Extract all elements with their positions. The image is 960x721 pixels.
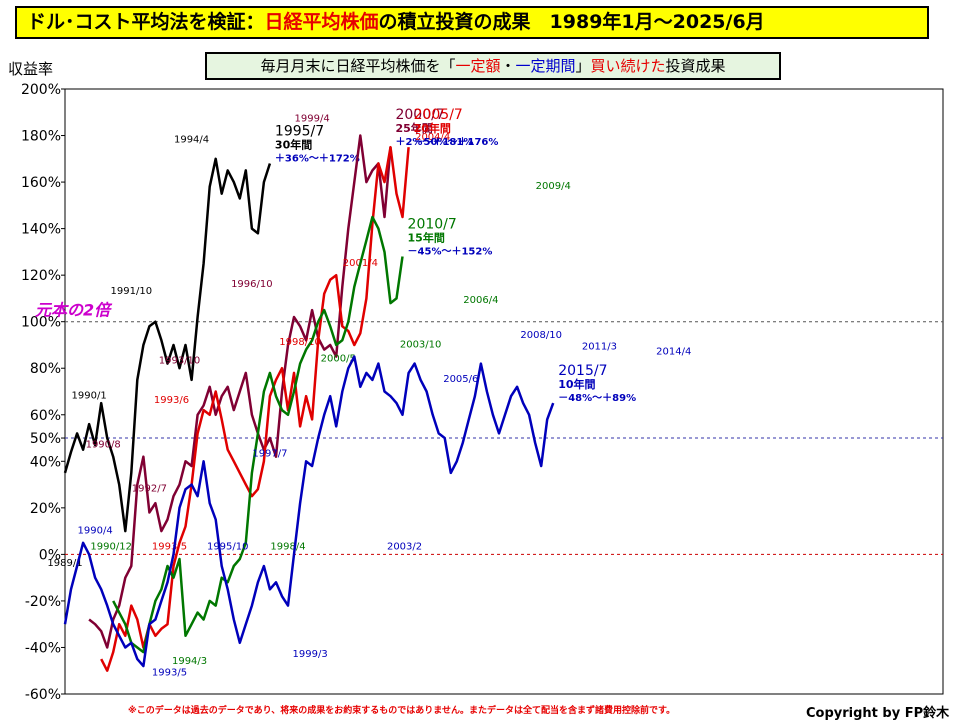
y-tick-label: 160% xyxy=(21,175,61,191)
point-label: 2009/4 xyxy=(536,181,571,192)
end-label-range: －45%～＋152% xyxy=(408,246,493,258)
annotation-double-principal: 元本の2倍 xyxy=(35,301,113,320)
end-label-span: 10年間 xyxy=(558,377,595,391)
y-tick-label: 200% xyxy=(21,82,61,98)
end-label-year: 2005/7 xyxy=(414,107,463,123)
subtitle-fixed-period: 一定期間 xyxy=(515,57,576,75)
end-label-span: 30年間 xyxy=(275,137,312,151)
end-label-span: 20年間 xyxy=(414,121,451,135)
point-label: 1990/4 xyxy=(78,525,113,536)
subtitle-separator: ・ xyxy=(500,57,516,75)
y-tick-label: -40% xyxy=(25,640,61,656)
point-label: 1998/10 xyxy=(279,337,321,348)
point-label: 1989/1 xyxy=(47,558,82,569)
y-tick-label: 100% xyxy=(21,315,61,331)
subtitle-part1: 毎月月末に日経平均株価を「 xyxy=(260,57,456,75)
end-label-year: 2000/7 xyxy=(395,107,444,123)
point-label: 1994/4 xyxy=(174,135,209,146)
y-tick-label: -60% xyxy=(25,687,61,703)
series-line-3 xyxy=(112,215,404,654)
y-tick-label: 140% xyxy=(21,222,61,238)
point-label: 1997/7 xyxy=(252,449,287,460)
point-label: 2004/4 xyxy=(415,132,450,143)
point-label: 2011/3 xyxy=(582,342,617,353)
y-tick-label: -20% xyxy=(25,594,61,610)
point-label: 1993/10 xyxy=(159,356,201,367)
point-label: 1990/12 xyxy=(90,542,132,553)
end-label-range: ＋36%～＋172% xyxy=(275,152,360,164)
end-label-range: －50%～＋176% xyxy=(414,136,499,148)
end-label-span: 15年間 xyxy=(408,231,445,245)
point-label: 1999/3 xyxy=(293,649,328,660)
point-label: 2000/5 xyxy=(321,353,356,364)
point-label: 2003/10 xyxy=(400,339,442,350)
y-tick-label: 40% xyxy=(30,454,61,470)
y-tick-label: 60% xyxy=(30,408,61,424)
subtitle-part7: 投資成果 xyxy=(665,57,726,75)
point-label: 2014/4 xyxy=(656,346,691,357)
point-label: 1993/5 xyxy=(152,667,187,678)
subtitle-keep-buying: 買い続けた xyxy=(590,57,666,75)
point-label: 2008/10 xyxy=(520,330,562,341)
end-label-year: 2015/7 xyxy=(558,363,607,379)
end-label-span: 25年間 xyxy=(395,121,432,135)
end-label-range: －48%～＋89% xyxy=(558,392,636,404)
point-label: 1990/8 xyxy=(86,439,121,450)
point-label: 1993/6 xyxy=(154,395,189,406)
y-tick-label: 180% xyxy=(21,129,61,145)
point-label: 1995/10 xyxy=(207,542,249,553)
subtitle-bracket: 」 xyxy=(575,57,591,75)
y-tick-label: 120% xyxy=(21,268,61,284)
point-label: 1991/10 xyxy=(111,286,153,297)
series-line-0 xyxy=(63,157,272,533)
title-part3: の積立投資の成果 1989年1月～2025/6月 xyxy=(378,11,765,33)
y-tick-label: 80% xyxy=(30,361,61,377)
series-line-2 xyxy=(100,145,410,672)
point-label: 1993/5 xyxy=(152,542,187,553)
point-label: 2005/6 xyxy=(443,374,478,385)
subtitle-fixed-amount: 一定額 xyxy=(455,57,501,75)
end-label-year: 2010/7 xyxy=(408,217,457,233)
point-label: 1990/1 xyxy=(72,390,107,401)
plot-area xyxy=(64,88,944,695)
copyright: Copyright by FP鈴木 xyxy=(806,706,950,721)
series-line-4 xyxy=(63,355,555,668)
title-part1: ドル･コスト平均法を検証： xyxy=(27,11,265,33)
point-label: 1996/10 xyxy=(231,279,273,290)
point-label: 2006/4 xyxy=(463,295,498,306)
point-label: 1998/4 xyxy=(270,542,305,553)
chart-title: ドル･コスト平均法を検証：日経平均株価の積立投資の成果 1989年1月～2025… xyxy=(15,6,929,39)
point-label: 1994/3 xyxy=(172,656,207,667)
point-label: 1992/7 xyxy=(132,484,167,495)
y-tick-label: 50% xyxy=(30,431,61,447)
end-label-range: ＋2%～＋181% xyxy=(395,136,473,148)
point-label: 2003/2 xyxy=(387,542,422,553)
chart-subtitle: 毎月月末に日経平均株価を「一定額・一定期間」買い続けた投資成果 xyxy=(205,52,781,80)
y-tick-label: 20% xyxy=(30,501,61,517)
footnote: ※このデータは過去のデータであり、将来の成果をお約束するものではありません。また… xyxy=(128,706,676,716)
end-label-year: 1995/7 xyxy=(275,123,324,139)
point-label: 1999/4 xyxy=(295,114,330,125)
y-tick-label: 0% xyxy=(39,547,61,563)
title-highlight: 日経平均株価 xyxy=(264,11,379,33)
y-axis-label: 収益率 xyxy=(8,60,54,78)
